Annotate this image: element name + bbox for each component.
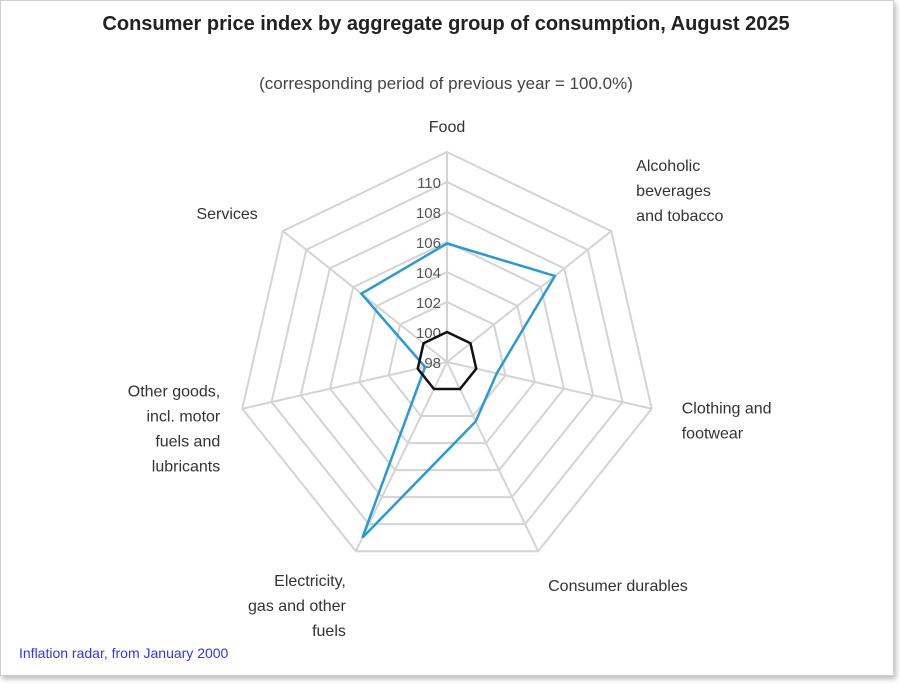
tick-label: 110	[417, 175, 441, 192]
chart-title: Consumer price index by aggregate group …	[102, 13, 790, 35]
grid-ring	[270, 180, 624, 526]
axis-label: Clothing and footwear	[682, 401, 772, 443]
grid-spoke	[446, 230, 612, 363]
axis-label: Food	[429, 119, 465, 136]
series-line-0	[359, 242, 557, 539]
axis-label: Consumer durables	[548, 578, 688, 595]
inflation-radar-link[interactable]: Inflation radar, from January 2000	[19, 645, 229, 661]
grid-ring	[358, 270, 536, 445]
grid-ring	[328, 240, 566, 472]
tick-label: 102	[416, 295, 441, 312]
tick-label: 100	[416, 325, 441, 342]
grid-ring	[241, 150, 653, 553]
tick-label: 108	[416, 205, 441, 222]
tick-label: 98	[424, 355, 441, 372]
series-line-1	[416, 330, 478, 391]
grid-spoke	[354, 361, 448, 552]
grid-ring	[387, 300, 507, 418]
chart-subtitle: (corresponding period of previous year =…	[259, 74, 633, 93]
grid-spoke	[446, 361, 652, 410]
grid-ring	[299, 210, 595, 499]
tick-label: 106	[416, 235, 441, 252]
axis-label: Alcoholic beverages and tobacco	[636, 158, 723, 225]
axis-label: Services	[196, 206, 257, 223]
tick-label: 104	[416, 265, 441, 282]
axis-label: Other goods, incl. motor fuels and lubrican…	[128, 384, 221, 476]
axis-label: Electricity, gas and other fuels	[248, 573, 347, 640]
grid-spoke	[446, 361, 540, 552]
grid-spoke	[242, 361, 448, 410]
